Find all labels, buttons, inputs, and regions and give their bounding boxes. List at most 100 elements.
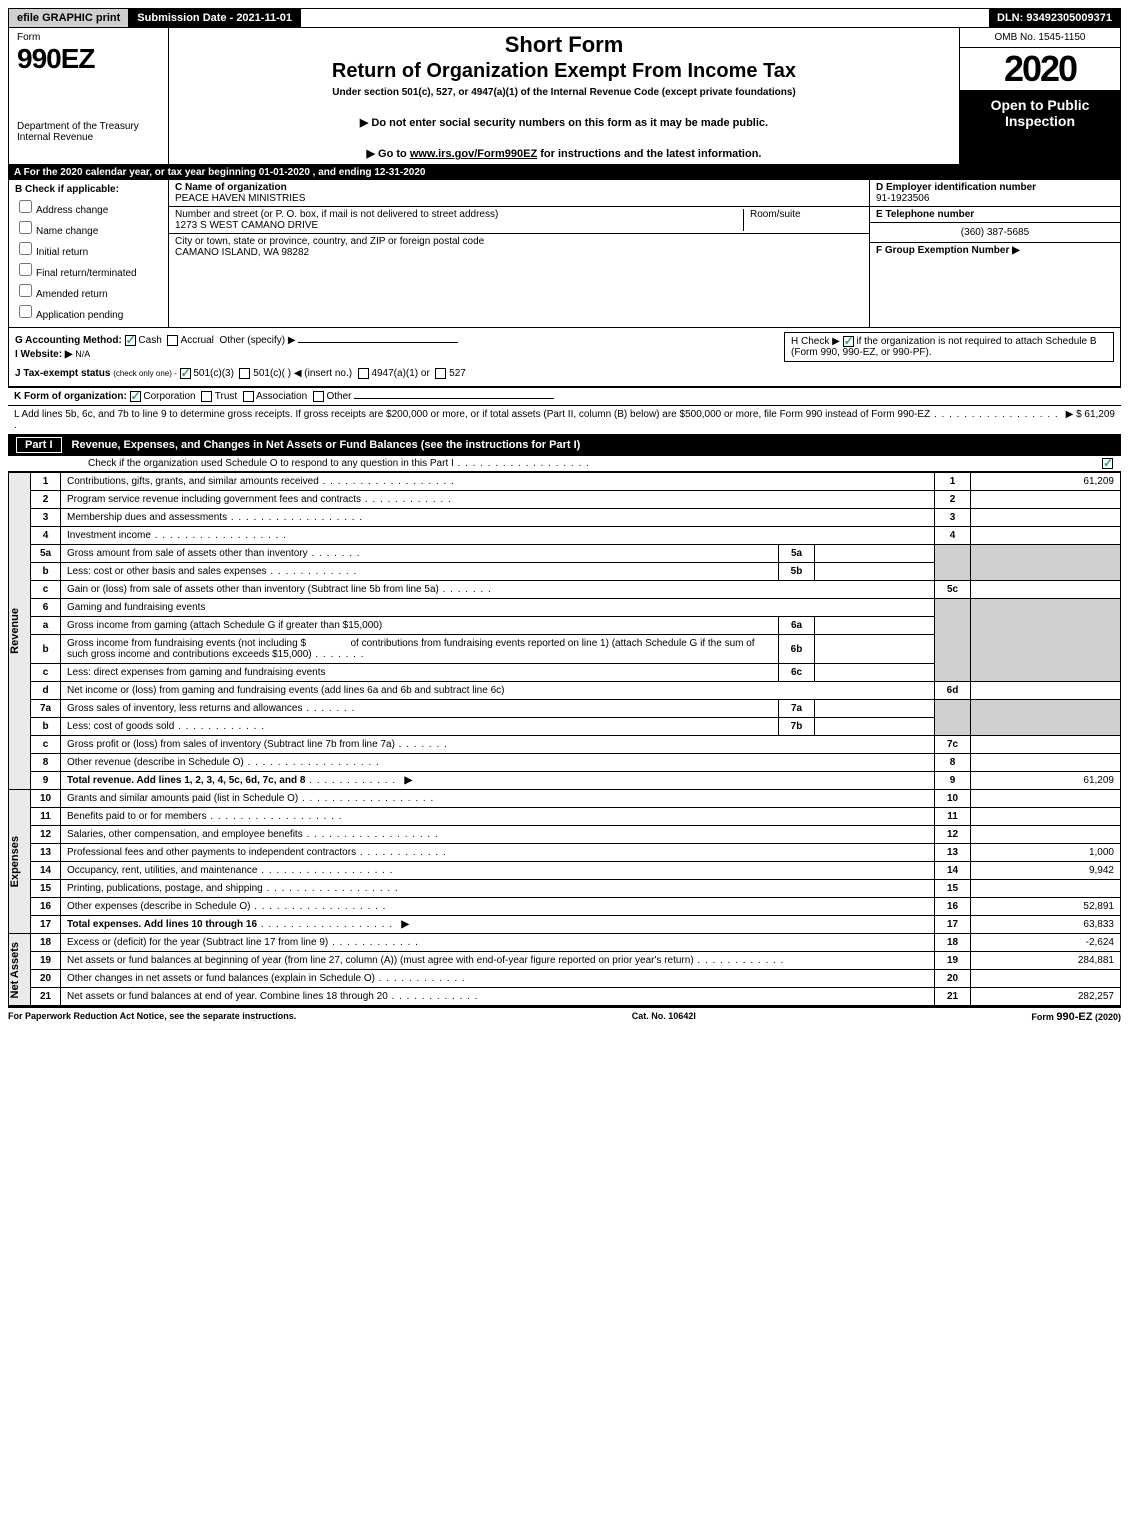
l16-text: Other expenses (describe in Schedule O) [61,898,935,916]
footer-form-pre: Form [1031,1012,1056,1022]
l20-box: 20 [935,970,971,988]
l11-val [971,808,1121,826]
column-def: D Employer identification number 91-1923… [870,180,1120,327]
chk-application-pending[interactable]: Application pending [15,302,162,321]
j-501c: 501(c)( ) ◀ (insert no.) [253,368,352,379]
l6d-num: d [31,682,61,700]
l6c-text: Less: direct expenses from gaming and fu… [61,664,779,682]
l16-val: 52,891 [971,898,1121,916]
expenses-side-text: Expenses [9,836,21,887]
k-label: K Form of organization: [14,391,127,402]
l17-text: Total expenses. Add lines 10 through 16 … [61,916,935,934]
l2-t: Program service revenue including govern… [67,494,361,505]
k-assoc-chk[interactable] [243,391,254,402]
l12-num: 12 [31,826,61,844]
g-cash: Cash [138,335,161,346]
chk-name-change-label: Name change [36,226,98,237]
chk-name-change[interactable]: Name change [15,218,162,237]
j-501c-chk[interactable] [239,368,250,379]
efile-label[interactable]: efile GRAPHIC print [9,9,129,27]
k-other-input[interactable] [354,398,554,399]
k-assoc: Association [256,391,307,402]
ssn-warning: ▶ Do not enter social security numbers o… [177,116,951,129]
k-trust-chk[interactable] [201,391,212,402]
l6b-num: b [31,635,61,664]
form-word: Form [17,32,160,43]
l11-num: 11 [31,808,61,826]
i-label: I Website: ▶ [15,349,73,360]
g-accrual: Accrual [181,335,214,346]
part1-header: Part I Revenue, Expenses, and Changes in… [8,434,1121,456]
k-other: Other [326,391,351,402]
l12-box: 12 [935,826,971,844]
h-text1: H Check ▶ [791,336,840,347]
row-6d: d Net income or (loss) from gaming and f… [9,682,1121,700]
l7b-num: b [31,718,61,736]
l7b-subval [815,718,935,736]
k-other-chk[interactable] [313,391,324,402]
l16-t: Other expenses (describe in Schedule O) [67,901,250,912]
dln-label: DLN: 93492305009371 [989,9,1120,27]
g-cash-chk[interactable] [125,335,136,346]
row-17: 17 Total expenses. Add lines 10 through … [9,916,1121,934]
chk-address-change[interactable]: Address change [15,197,162,216]
l-text-span: L Add lines 5b, 6c, and 7b to line 9 to … [14,409,930,420]
l4-t: Investment income [67,530,151,541]
chk-amended-return[interactable]: Amended return [15,281,162,300]
column-b: B Check if applicable: Address change Na… [9,180,169,327]
l7a-num: 7a [31,700,61,718]
l17-val: 63,833 [971,916,1121,934]
j-527-chk[interactable] [435,368,446,379]
l15-num: 15 [31,880,61,898]
note2-post: for instructions and the latest informat… [537,148,761,160]
g-accrual-chk[interactable] [167,335,178,346]
g-other: Other (specify) ▶ [219,335,295,346]
row-15: 15 Printing, publications, postage, and … [9,880,1121,898]
j-4947-chk[interactable] [358,368,369,379]
chk-initial-return[interactable]: Initial return [15,239,162,258]
footer-right: Form 990-EZ (2020) [1031,1011,1121,1023]
chk-final-return[interactable]: Final return/terminated [15,260,162,279]
l8-num: 8 [31,754,61,772]
l7a-subval [815,700,935,718]
g-other-input[interactable] [298,342,458,343]
l6d-val [971,682,1121,700]
l14-t: Occupancy, rent, utilities, and maintena… [67,865,257,876]
l5a-text: Gross amount from sale of assets other t… [61,545,779,563]
open-inspection: Open to Public Inspection [960,91,1120,164]
l8-text: Other revenue (describe in Schedule O) [61,754,935,772]
form-id-block: Form 990EZ Department of the Treasury In… [9,28,169,164]
l9-num: 9 [31,772,61,790]
ein-row: D Employer identification number 91-1923… [870,180,1120,207]
irs-link[interactable]: www.irs.gov/Form990EZ [410,148,537,160]
k-corp-chk[interactable] [130,391,141,402]
l1-t: Contributions, gifts, grants, and simila… [67,476,319,487]
org-name: PEACE HAVEN MINISTRIES [175,193,305,204]
l6b-t1: Gross income from fundraising events (no… [67,638,306,649]
l13-text: Professional fees and other payments to … [61,844,935,862]
e-label: E Telephone number [876,209,1114,220]
l19-num: 19 [31,952,61,970]
l6-num: 6 [31,599,61,617]
row-7c: c Gross profit or (loss) from sales of i… [9,736,1121,754]
l21-num: 21 [31,988,61,1006]
l-text: L Add lines 5b, 6c, and 7b to line 9 to … [14,409,1066,431]
l19-text: Net assets or fund balances at beginning… [61,952,935,970]
l4-num: 4 [31,527,61,545]
l15-val [971,880,1121,898]
l6a-subval [815,617,935,635]
row-20: 20 Other changes in net assets or fund b… [9,970,1121,988]
l8-val [971,754,1121,772]
instructions-link-row: ▶ Go to www.irs.gov/Form990EZ for instru… [177,147,951,160]
j-501c3-chk[interactable] [180,368,191,379]
row-4: 4 Investment income 4 [9,527,1121,545]
l13-t: Professional fees and other payments to … [67,847,356,858]
row-18: Net Assets 18 Excess or (deficit) for th… [9,934,1121,952]
omb-number: OMB No. 1545-1150 [960,28,1120,48]
part1-schedule-o-chk[interactable] [1102,458,1113,469]
l7c-text: Gross profit or (loss) from sales of inv… [61,736,935,754]
l6b-sub: 6b [779,635,815,664]
h-checkbox[interactable] [843,336,854,347]
chk-amended-return-label: Amended return [36,289,108,300]
l20-val [971,970,1121,988]
